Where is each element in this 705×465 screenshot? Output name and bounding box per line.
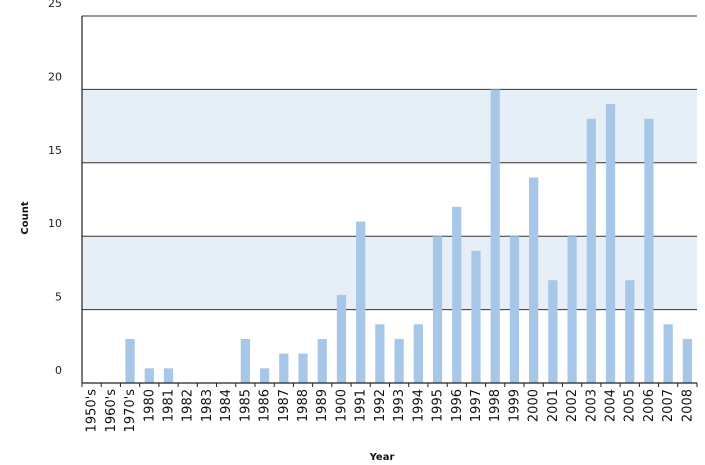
bar-2002 xyxy=(567,236,577,383)
bar-1991 xyxy=(356,221,366,383)
x-tick-label: 2002 xyxy=(565,389,580,422)
x-tick-label: 1994 xyxy=(411,389,426,422)
y-tick-label: 25 xyxy=(48,0,62,10)
x-tick-label: 1981 xyxy=(161,389,176,422)
x-tick-label: 1998 xyxy=(488,389,503,422)
gridlines xyxy=(82,15,697,384)
y-tick-label: 5 xyxy=(55,291,62,304)
bar-2007 xyxy=(663,324,673,383)
x-tick-label: 1996 xyxy=(450,389,465,422)
bar-1986 xyxy=(259,368,270,383)
y-tick-label: 10 xyxy=(48,217,62,230)
x-tick-label: 2005 xyxy=(623,389,638,422)
x-tick-label: 2006 xyxy=(642,389,657,422)
x-tick-label: 1980 xyxy=(142,389,157,422)
bar-1987 xyxy=(279,353,289,383)
bars-group xyxy=(125,89,693,384)
background-bands xyxy=(82,89,697,310)
x-tick-label: 1987 xyxy=(277,389,292,422)
x-tick-label: 1999 xyxy=(507,389,522,422)
x-tick-label: 2003 xyxy=(584,389,599,422)
x-tick-label: 1988 xyxy=(296,389,311,422)
x-tick-label: 1985 xyxy=(238,389,253,422)
bar-2004 xyxy=(605,104,616,383)
y-tick-label: 0 xyxy=(55,364,62,377)
bar-1980 xyxy=(144,368,154,383)
x-axis-title: Year xyxy=(369,452,395,463)
x-tick-label: 1983 xyxy=(200,389,215,422)
x-tick-label: 1970's xyxy=(123,389,138,433)
x-tick-label: 1989 xyxy=(315,389,330,422)
background-band xyxy=(82,236,697,310)
bar-2003 xyxy=(586,118,596,383)
bar-2006 xyxy=(644,118,654,383)
x-tick-label: 1991 xyxy=(354,389,369,422)
bar-1900 xyxy=(336,294,347,383)
x-tick-label: 1982 xyxy=(181,389,196,422)
x-tick-label: 1997 xyxy=(469,389,484,422)
x-tick-label: 1900 xyxy=(334,389,349,422)
bar-1999 xyxy=(509,236,520,383)
x-tick-label: 2001 xyxy=(546,389,561,422)
bar-1981 xyxy=(163,368,174,383)
bar-1989 xyxy=(317,338,327,383)
bar-1996 xyxy=(452,206,462,383)
x-tick-label: 2008 xyxy=(680,389,695,422)
x-tick-label: 1960's xyxy=(104,389,119,433)
bar-2001 xyxy=(548,280,558,383)
bar-2008 xyxy=(682,338,693,383)
x-tick-label: 1992 xyxy=(373,389,388,422)
x-tick-label: 2007 xyxy=(661,389,676,422)
y-tick-labels: 0 5 10 15 20 25 xyxy=(48,0,62,377)
bar-2000 xyxy=(529,177,539,383)
bar-2005 xyxy=(625,280,635,383)
y-tick-label: 15 xyxy=(48,144,62,157)
x-tick-label: 2004 xyxy=(604,389,619,422)
x-tick-labels: 1950's 1960's 1970's 1980 1981 1982 1983 1984 19… xyxy=(85,389,696,433)
bar-1993 xyxy=(394,338,404,383)
x-tick-label: 1986 xyxy=(258,389,273,422)
bar-1997 xyxy=(471,250,481,383)
axes-group xyxy=(81,16,698,387)
bar-1985 xyxy=(240,338,250,383)
background-band xyxy=(82,89,697,163)
x-tick-label: 1995 xyxy=(431,389,446,422)
y-axis-title: Count xyxy=(20,201,31,234)
bar-1994 xyxy=(413,324,423,383)
bar-1998 xyxy=(490,89,500,384)
y-tick-label: 20 xyxy=(48,70,62,83)
bar-1992 xyxy=(375,324,385,383)
x-tick-label: 1984 xyxy=(219,389,234,422)
bar-1970's xyxy=(125,338,135,383)
bar-1995 xyxy=(432,236,443,383)
x-tick-label: 1993 xyxy=(392,389,407,422)
x-tick-label: 1950's xyxy=(85,389,100,433)
bar-1988 xyxy=(298,353,308,383)
x-tick-label: 2000 xyxy=(527,389,542,422)
